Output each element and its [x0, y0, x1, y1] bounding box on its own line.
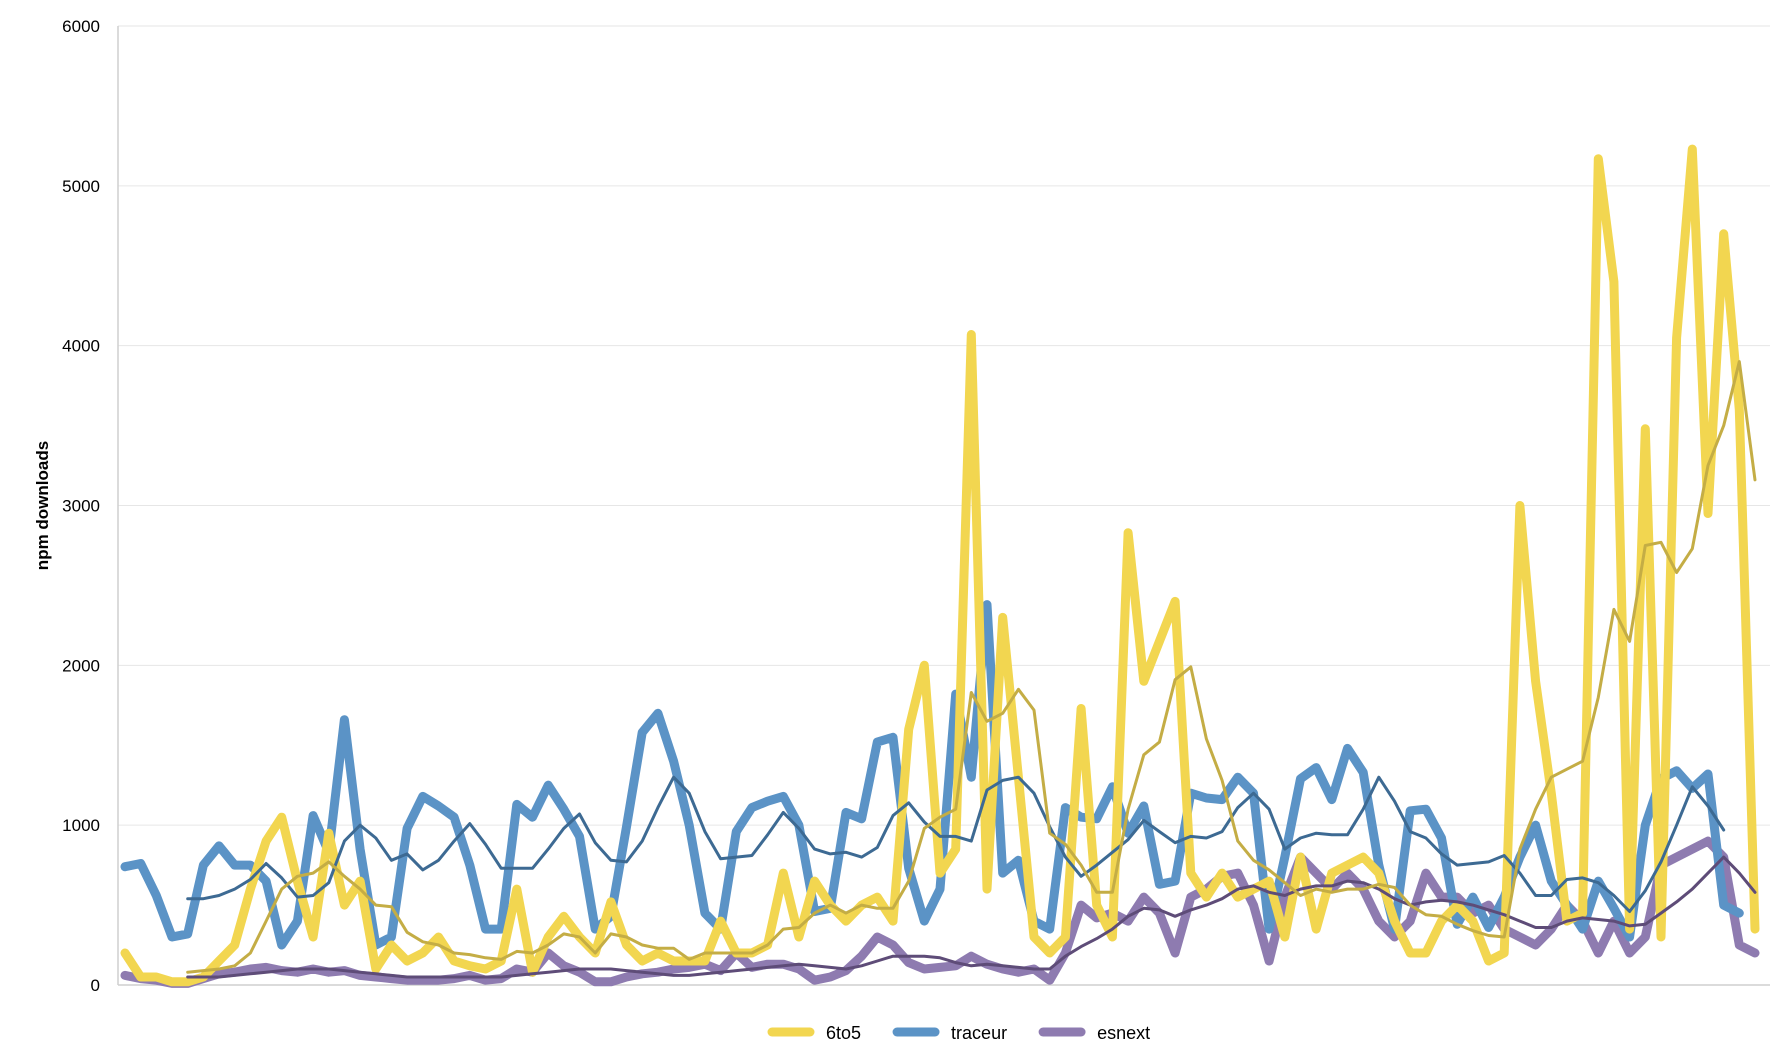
y-tick-label: 1000: [62, 816, 100, 835]
y-tick-label: 6000: [62, 17, 100, 36]
legend-label-esnext: esnext: [1097, 1023, 1150, 1043]
gridlines: [118, 25, 1770, 826]
y-tick-label: 2000: [62, 656, 100, 675]
series-layer: [120, 144, 1760, 988]
y-tick-label: 0: [91, 976, 100, 995]
trend-line-6to5: [186, 360, 1757, 974]
y-axis-ticks: 0 1000 2000 3000 4000 5000 6000: [62, 17, 100, 995]
legend-label-traceur: traceur: [951, 1023, 1007, 1043]
y-tick-label: 4000: [62, 337, 100, 356]
series-line-6to5: [120, 144, 1760, 987]
series-line-traceur: [120, 600, 1744, 950]
trend-line-esnext: [186, 855, 1757, 979]
legend-label-6to5: 6to5: [826, 1023, 861, 1043]
axes: [117, 26, 1770, 986]
legend: 6to5 traceur esnext: [767, 1023, 1150, 1043]
trend-line-traceur: [186, 775, 1726, 913]
y-tick-label: 3000: [62, 497, 100, 516]
y-tick-label: 5000: [62, 177, 100, 196]
y-axis-label: npm downloads: [33, 441, 52, 570]
